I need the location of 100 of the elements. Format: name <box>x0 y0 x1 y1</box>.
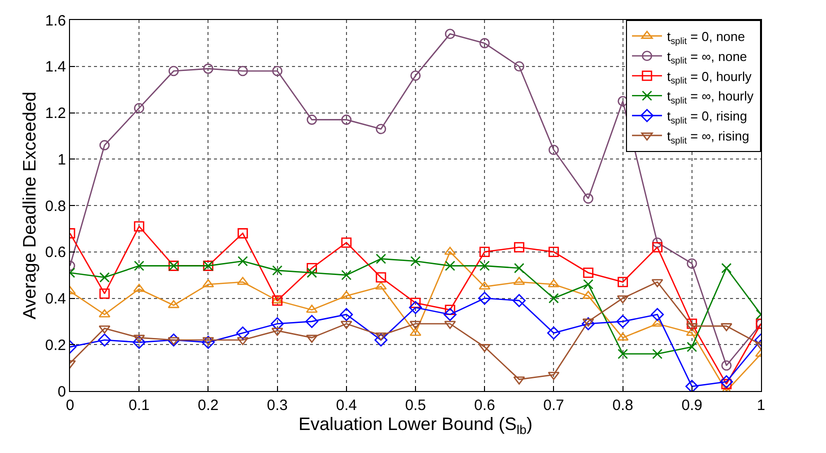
y-tick-label: 1 <box>58 151 66 168</box>
point <box>341 237 352 248</box>
point <box>305 314 318 328</box>
point <box>720 375 733 388</box>
point <box>306 262 317 274</box>
x-tick-label: 0.7 <box>543 397 564 414</box>
x-tick-label: 0.1 <box>128 397 150 414</box>
point <box>479 260 490 271</box>
point <box>341 270 352 280</box>
point <box>98 309 110 318</box>
point <box>444 320 456 329</box>
point <box>168 300 180 308</box>
point <box>98 333 112 346</box>
point <box>444 246 456 255</box>
point <box>410 328 422 336</box>
y-tick-label: 0.6 <box>45 244 66 262</box>
point <box>202 336 215 349</box>
point <box>444 304 456 315</box>
point <box>238 228 248 238</box>
point <box>167 333 180 346</box>
point <box>410 298 421 308</box>
point <box>306 334 318 343</box>
point <box>547 326 560 340</box>
legend-label: t$_{split}$ = 0, rising <box>667 108 748 126</box>
x-tick-label: 1 <box>756 397 766 414</box>
point <box>99 272 110 283</box>
point <box>583 279 594 290</box>
x-tick-label: 0.6 <box>474 397 496 414</box>
point <box>514 262 524 274</box>
legend-label: t$_{split}$ = 0, none <box>667 29 745 46</box>
legend-label: t$_{split}$ = ∞, hourly <box>667 88 754 106</box>
point <box>410 320 422 329</box>
y-tick-label: 0.8 <box>45 198 66 215</box>
point <box>376 272 386 283</box>
point <box>236 326 250 340</box>
point <box>652 318 664 327</box>
y-tick-label: 0.2 <box>45 336 66 354</box>
point <box>721 360 732 371</box>
point <box>583 193 594 204</box>
point <box>514 242 524 252</box>
point <box>133 334 145 343</box>
point <box>168 337 180 346</box>
point <box>514 61 524 72</box>
point <box>721 378 732 390</box>
point <box>340 308 353 321</box>
y-tick-label: 0.4 <box>45 290 66 308</box>
point <box>479 246 490 258</box>
point <box>340 290 352 299</box>
point <box>513 276 525 285</box>
point <box>98 325 110 334</box>
point <box>548 144 559 155</box>
point <box>618 276 628 288</box>
point <box>374 333 388 346</box>
point <box>721 262 732 274</box>
x-tick-label: 0.2 <box>198 397 219 414</box>
point <box>478 344 490 352</box>
point <box>686 328 698 336</box>
point <box>99 140 110 150</box>
point <box>685 380 698 391</box>
point <box>686 323 698 332</box>
y-tick-label: 1.4 <box>45 58 66 76</box>
point <box>272 295 282 306</box>
point <box>134 260 144 271</box>
point <box>134 102 144 114</box>
point <box>203 64 214 74</box>
point <box>272 265 282 276</box>
x-tick-label: 0.4 <box>336 397 357 414</box>
point <box>99 288 110 299</box>
point <box>375 332 387 340</box>
y-tick-label: 1.2 <box>45 105 66 122</box>
point <box>652 348 662 360</box>
point <box>444 308 457 321</box>
point <box>582 317 595 330</box>
point <box>376 254 386 264</box>
point <box>410 70 421 81</box>
point <box>306 114 317 125</box>
point <box>686 342 698 352</box>
x-tick-label: 0.5 <box>405 397 426 414</box>
point <box>618 348 628 360</box>
x-axis-title: Evaluation Lower Bound (S$_{lb}$) <box>298 414 532 437</box>
point <box>132 336 146 349</box>
point <box>168 66 179 76</box>
legend-label: t$_{split}$ = ∞, rising <box>667 128 750 146</box>
point <box>513 376 525 385</box>
point <box>616 314 630 328</box>
point <box>133 284 145 292</box>
point <box>340 320 352 329</box>
y-axis-title: Average Deadline Exceeded <box>19 92 40 320</box>
point <box>512 294 526 308</box>
point <box>444 260 456 271</box>
y-tick-label: 1.6 <box>45 12 66 30</box>
point <box>444 28 456 40</box>
point <box>548 293 559 304</box>
point <box>270 317 284 330</box>
point <box>686 258 698 269</box>
point <box>238 66 248 76</box>
point <box>272 66 282 76</box>
x-tick-label: 0.8 <box>612 397 634 414</box>
point <box>306 268 317 278</box>
legend-label: t$_{split}$ = 0, hourly <box>667 68 752 86</box>
